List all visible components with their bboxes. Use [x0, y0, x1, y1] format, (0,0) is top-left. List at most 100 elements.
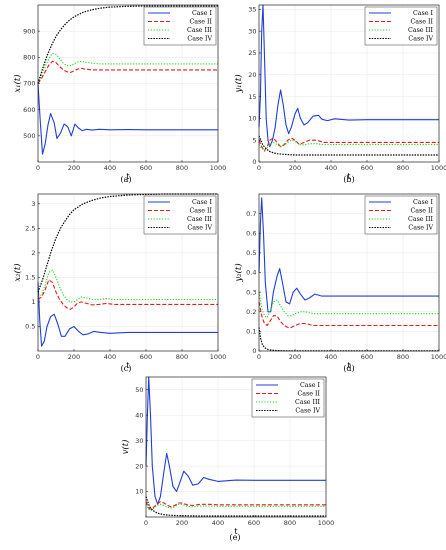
series-line-3 — [258, 139, 439, 151]
x-tick-label: 1000 — [431, 164, 446, 172]
legend-label-3: Case III — [408, 216, 434, 223]
series-line-1 — [145, 376, 326, 505]
series-line-4 — [258, 135, 439, 156]
x-tick-label: 0 — [144, 519, 148, 527]
x-tick-label: 600 — [361, 164, 373, 172]
legend-label-2: Case II — [189, 208, 212, 215]
series-line-2 — [258, 137, 439, 152]
y-tick-label: 0.5 — [246, 249, 256, 257]
series-line-3 — [37, 269, 218, 303]
x-tick-label: 1000 — [210, 353, 227, 361]
y-tick-label: 30 — [135, 437, 143, 445]
legend-label-4: Case IV — [295, 408, 320, 415]
series-line-3 — [145, 503, 326, 512]
y-tick-label: 20 — [248, 71, 256, 79]
y-axis-label: x₂(t) — [12, 263, 23, 281]
x-tick-label: 400 — [325, 353, 337, 361]
y-tick-label: 30 — [248, 27, 256, 35]
series-line-1 — [258, 4, 439, 148]
y-tick-label: 700 — [23, 80, 35, 88]
x-tick-label: 200 — [176, 519, 188, 527]
y-tick-label: 600 — [23, 106, 35, 114]
y-tick-label: 10 — [248, 115, 256, 123]
y-tick-label: 2.5 — [25, 225, 35, 233]
y-axis-label: y₁(t) — [233, 74, 244, 93]
x-tick-label: 800 — [284, 519, 296, 527]
legend-label-2: Case II — [410, 208, 433, 215]
legend-label-1: Case I — [300, 382, 321, 389]
y-tick-label: 1.5 — [25, 274, 35, 282]
y-tick-label: 0.1 — [246, 328, 256, 336]
x-tick-label: 800 — [397, 353, 409, 361]
series-line-4 — [145, 496, 326, 517]
chart-panel-0: 0 200 400 600 800 1000 500 600 700 800 900 t x₁(t) Ca… — [12, 4, 227, 184]
x-tick-label: 200 — [289, 164, 301, 172]
y-tick-label: 3 — [31, 200, 35, 208]
x-axis-label: t — [347, 361, 350, 370]
series-line-2 — [37, 279, 218, 310]
legend-label-2: Case II — [297, 391, 320, 398]
legend-label-4: Case IV — [408, 225, 433, 232]
x-tick-label: 1000 — [431, 353, 446, 361]
x-tick-label: 400 — [104, 164, 116, 172]
legend-label-3: Case III — [187, 27, 213, 34]
legend-label-2: Case II — [189, 19, 212, 26]
series-line-4 — [258, 327, 439, 352]
y-tick-label: 20 — [135, 462, 143, 470]
series-line-3 — [258, 292, 439, 319]
legend-label-3: Case III — [408, 27, 434, 34]
x-axis-label: t — [234, 527, 237, 536]
x-tick-label: 600 — [140, 164, 152, 172]
series-line-1 — [37, 83, 218, 155]
panel-caption: (e) — [230, 533, 241, 542]
legend-label-1: Case I — [413, 10, 434, 17]
series-line-2 — [258, 301, 439, 328]
plot-frame — [37, 193, 219, 352]
y-axis-label: x₁(t) — [12, 74, 23, 92]
y-tick-label: 0.7 — [246, 210, 256, 218]
x-tick-label: 400 — [212, 519, 224, 527]
series-line-1 — [37, 282, 218, 347]
chart-panel-1: 0 200 400 600 800 1000 0 5 10 15 20 25 30 35 t y₁(t) Cas… — [233, 4, 446, 184]
x-tick-label: 1000 — [210, 164, 227, 172]
x-tick-label: 0 — [36, 164, 40, 172]
y-tick-label: 0.2 — [246, 308, 256, 316]
x-tick-label: 0 — [257, 353, 261, 361]
y-tick-label: 0 — [252, 158, 256, 166]
panel-caption: (b) — [343, 175, 354, 184]
y-tick-label: 0.3 — [246, 288, 256, 296]
series-line-2 — [145, 501, 326, 510]
plot-frame — [258, 4, 440, 163]
x-tick-label: 600 — [140, 353, 152, 361]
legend-label-1: Case I — [413, 199, 434, 206]
x-tick-label: 200 — [68, 353, 80, 361]
y-tick-label: 0 — [252, 347, 256, 355]
y-tick-label: 900 — [23, 27, 35, 35]
y-tick-label: 25 — [248, 49, 256, 57]
x-tick-label: 800 — [176, 164, 188, 172]
chart-panel-3: 0 200 400 600 800 1000 0 0.1 0.2 0.3 0.4 0.5 0.6 0.7 t… — [233, 193, 446, 373]
legend-label-3: Case III — [187, 216, 213, 223]
chart-panel-2: 0 200 400 600 800 1000 0.5 1 1.5 2 2.5 3 t x₂(t) Case … — [12, 193, 227, 373]
series-line-2 — [37, 60, 218, 84]
panel-caption: (d) — [343, 364, 354, 373]
legend-label-1: Case I — [192, 199, 213, 206]
y-tick-label: 2 — [31, 249, 35, 257]
legend-label-2: Case II — [410, 19, 433, 26]
y-tick-label: 5 — [252, 136, 256, 144]
x-tick-label: 400 — [325, 164, 337, 172]
legend-label-3: Case III — [295, 399, 321, 406]
plot-frame — [145, 376, 327, 518]
x-tick-label: 1000 — [318, 519, 335, 527]
x-tick-label: 600 — [248, 519, 260, 527]
x-tick-label: 0 — [36, 353, 40, 361]
y-tick-label: 1 — [31, 298, 35, 306]
x-axis-label: t — [126, 361, 129, 370]
y-tick-label: 500 — [23, 132, 35, 140]
series-line-3 — [37, 52, 218, 84]
